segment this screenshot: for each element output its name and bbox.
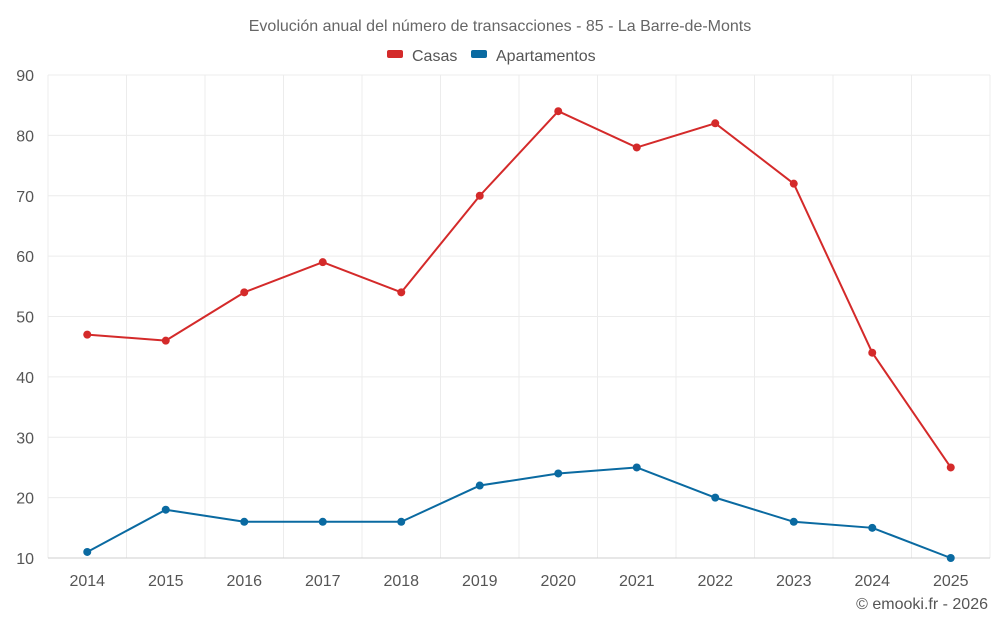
data-point-casas-2023[interactable] [789, 179, 798, 188]
x-tick-label-2023: 2023 [776, 573, 812, 590]
legend-swatch-casas [387, 50, 403, 58]
data-point-apartamentos-2020[interactable] [554, 469, 563, 478]
y-tick-label-50: 50 [16, 310, 34, 327]
data-point-casas-2015[interactable] [161, 336, 170, 345]
data-point-apartamentos-2018[interactable] [397, 517, 406, 526]
series-line-apartamentos [86, 466, 952, 559]
series-casas [83, 107, 955, 472]
x-tick-label-2014: 2014 [69, 573, 105, 590]
x-tick-label-2018: 2018 [383, 573, 419, 590]
data-point-casas-2018[interactable] [397, 288, 406, 297]
y-tick-label-80: 80 [16, 128, 34, 145]
y-tick-label-40: 40 [16, 370, 34, 387]
data-point-casas-2019[interactable] [475, 191, 484, 200]
data-point-apartamentos-2024[interactable] [868, 523, 877, 532]
legend-label-casas: Casas [412, 48, 457, 65]
y-tick-label-10: 10 [16, 551, 34, 568]
credit-text: © emooki.fr - 2026 [856, 596, 988, 613]
x-tick-label-2017: 2017 [305, 573, 341, 590]
data-point-casas-2022[interactable] [711, 119, 720, 128]
data-point-casas-2016[interactable] [240, 288, 249, 297]
data-point-casas-2025[interactable] [946, 463, 955, 472]
x-tick-label-2020: 2020 [540, 573, 576, 590]
data-point-casas-2024[interactable] [868, 348, 877, 357]
y-tick-label-70: 70 [16, 189, 34, 206]
data-point-casas-2017[interactable] [318, 258, 327, 267]
data-point-apartamentos-2017[interactable] [318, 517, 327, 526]
legend-swatch-apartamentos [471, 50, 487, 58]
y-tick-label-30: 30 [16, 430, 34, 447]
grid [47, 74, 991, 559]
x-axis-tick-labels: 2014 2015 2016 2017 2018 2019 2020 2021 2022 2023… [69, 573, 968, 590]
legend-item-casas[interactable]: Casas [387, 48, 457, 65]
legend: Casas Apartamentos [387, 48, 596, 65]
data-point-apartamentos-2023[interactable] [789, 517, 798, 526]
x-tick-label-2022: 2022 [697, 573, 733, 590]
data-point-apartamentos-2022[interactable] [711, 493, 720, 502]
data-point-apartamentos-2021[interactable] [632, 463, 641, 472]
x-tick-label-2015: 2015 [148, 573, 184, 590]
data-point-apartamentos-2019[interactable] [475, 481, 484, 490]
x-tick-label-2021: 2021 [619, 573, 655, 590]
data-point-apartamentos-2014[interactable] [83, 547, 92, 556]
y-axis-tick-labels: 10 20 30 40 50 60 70 80 90 [16, 68, 34, 568]
data-point-apartamentos-2015[interactable] [161, 505, 170, 514]
x-tick-label-2019: 2019 [462, 573, 498, 590]
series-layer [83, 107, 955, 562]
legend-item-apartamentos[interactable]: Apartamentos [471, 48, 596, 65]
data-point-apartamentos-2016[interactable] [240, 517, 249, 526]
x-tick-label-2024: 2024 [854, 573, 890, 590]
series-apartamentos [83, 463, 955, 562]
y-tick-label-20: 20 [16, 491, 34, 508]
y-tick-label-90: 90 [16, 68, 34, 85]
legend-label-apartamentos: Apartamentos [496, 48, 596, 65]
data-point-casas-2014[interactable] [83, 330, 92, 339]
chart-title: Evolución anual del número de transaccio… [249, 18, 752, 35]
data-point-casas-2020[interactable] [554, 107, 563, 116]
x-tick-label-2016: 2016 [226, 573, 262, 590]
x-tick-label-2025: 2025 [933, 573, 969, 590]
series-line-casas [86, 110, 952, 469]
data-point-apartamentos-2025[interactable] [946, 554, 955, 562]
data-point-casas-2021[interactable] [632, 143, 641, 152]
y-tick-label-60: 60 [16, 249, 34, 266]
